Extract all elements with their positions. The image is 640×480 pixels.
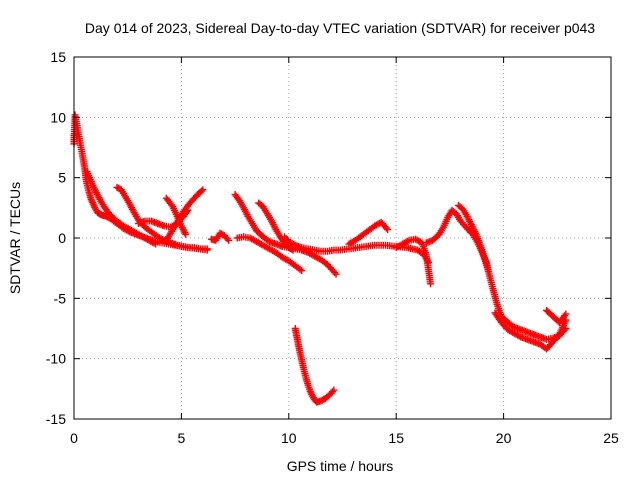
data-point-fill	[150, 239, 158, 247]
data-point-fill	[198, 187, 206, 195]
data-point	[182, 230, 190, 238]
data-point	[203, 246, 211, 254]
series-arc-f	[162, 194, 190, 238]
series-arc-j	[255, 199, 297, 254]
data-point-fill	[515, 332, 523, 340]
series-arc-p	[491, 309, 570, 353]
data-point-fill	[307, 389, 315, 397]
data-point	[152, 240, 160, 248]
y-axis-label: SDTVAR / TECUs	[7, 182, 23, 294]
y-tick-label: -5	[54, 290, 67, 306]
data-point	[306, 387, 314, 395]
chart-title: Day 014 of 2023, Sidereal Day-to-day VTE…	[85, 20, 595, 36]
y-tick-label: 0	[58, 230, 66, 246]
data-point	[87, 195, 95, 203]
x-axis-label: GPS time / hours	[287, 458, 394, 474]
data-point	[427, 280, 435, 288]
data-point-fill	[290, 240, 298, 248]
data-point	[330, 386, 338, 394]
y-tick-label: -10	[46, 351, 66, 367]
series-arc-o	[454, 201, 570, 343]
data-point	[298, 267, 306, 275]
series-arc-q	[543, 306, 570, 326]
x-tick-label: 15	[388, 430, 404, 446]
series-arc-h	[231, 191, 340, 278]
data-point	[332, 270, 340, 278]
y-tick-label: -15	[46, 411, 66, 427]
x-tick-label: 10	[281, 430, 297, 446]
data-point-fill	[90, 202, 98, 210]
series-arc-g	[207, 229, 233, 244]
series-arc-low	[291, 325, 338, 406]
data-point	[225, 236, 233, 244]
y-tick-label: 5	[58, 170, 66, 186]
data-point-fill	[403, 237, 411, 245]
x-tick-label: 0	[70, 430, 78, 446]
data-point	[384, 226, 392, 234]
y-tick-label: 15	[50, 49, 66, 65]
y-tick-label: 10	[50, 109, 66, 125]
axis-ticks: 0 5 10 15 20 25 -15 -10 -5 0 5 10 15	[46, 49, 619, 446]
data-point-fill	[382, 224, 390, 232]
data-point	[199, 186, 207, 194]
x-tick-label: 5	[178, 430, 186, 446]
data-point-fill	[328, 388, 336, 396]
series-arc-m	[392, 235, 435, 288]
data-points	[70, 111, 570, 406]
data-point-fill	[88, 197, 96, 205]
data-point-fill	[159, 236, 167, 244]
series-arc-e	[162, 186, 207, 244]
series-arc-b	[83, 168, 160, 248]
data-point-fill	[89, 199, 97, 207]
x-tick-label: 20	[496, 430, 512, 446]
data-point-fill	[296, 265, 304, 273]
data-point-fill	[331, 269, 339, 277]
x-tick-label: 25	[603, 430, 619, 446]
series-arc-i	[233, 233, 306, 275]
data-point	[89, 200, 97, 208]
series-arc-l	[345, 218, 392, 248]
data-point	[562, 310, 570, 318]
data-point-fill	[223, 235, 231, 243]
